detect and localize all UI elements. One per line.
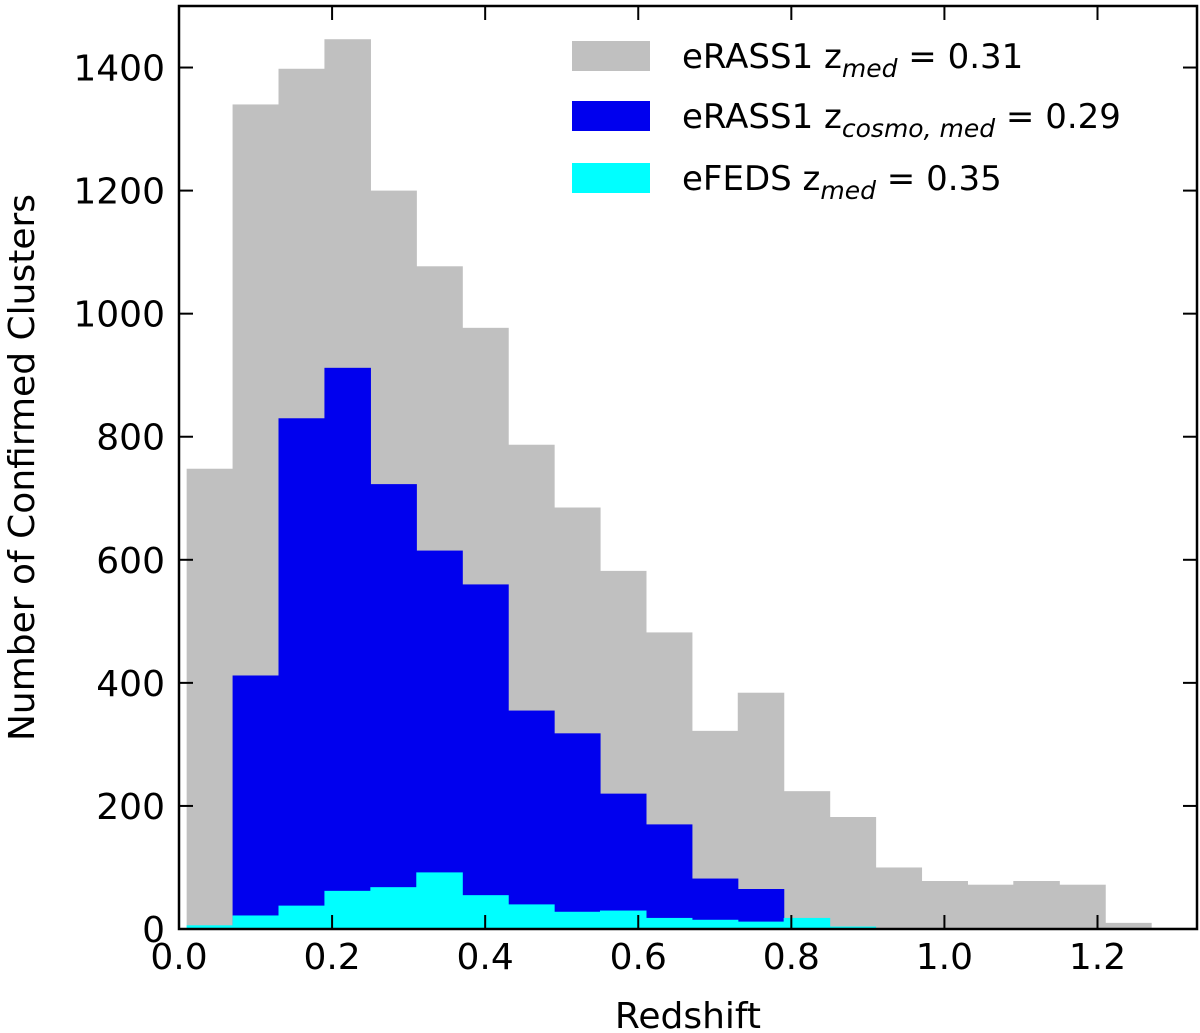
y-tick-label: 1400 <box>73 49 165 90</box>
legend-swatch <box>572 41 650 71</box>
bar <box>370 887 417 929</box>
bar <box>599 793 647 929</box>
y-tick-label: 200 <box>96 787 165 828</box>
y-tick-label: 800 <box>96 418 165 459</box>
bar <box>508 904 555 929</box>
bar <box>186 925 234 929</box>
legend-entry: eRASS1 zmed = 0.31 <box>572 37 1023 83</box>
legend-label: eFEDS zmed = 0.35 <box>682 159 1002 205</box>
y-tick-label: 0 <box>142 910 165 951</box>
bar <box>278 905 326 929</box>
bar <box>1013 881 1060 929</box>
y-axis-label: Number of Confirmed Clusters <box>2 194 43 741</box>
ticks-layer: 0.0 0.2 0.4 0.6 0.8 1.0 1.2 0 200 400 600 800 1000 12… <box>73 6 1197 978</box>
bar <box>232 675 280 929</box>
bar <box>875 867 923 929</box>
bar <box>691 919 739 929</box>
bar <box>1059 884 1106 929</box>
bar <box>737 921 785 929</box>
x-axis-label: Redshift <box>615 996 761 1033</box>
x-tick-label: 0.4 <box>457 937 514 978</box>
series-erass1-cosmo <box>232 367 785 929</box>
legend-swatch <box>572 163 650 193</box>
bar <box>599 910 647 929</box>
bar <box>416 550 463 929</box>
bar <box>783 791 831 929</box>
bar <box>416 872 463 929</box>
legend: eRASS1 zmed = 0.31 eRASS1 zcosmo, med = 0… <box>572 37 1121 205</box>
legend-label: eRASS1 zcosmo, med = 0.29 <box>682 97 1121 143</box>
plot-frame <box>177 4 1199 931</box>
bar <box>508 710 555 929</box>
series-efeds <box>186 872 877 929</box>
bar <box>645 917 693 929</box>
bar <box>554 911 601 929</box>
x-tick-label: 1.0 <box>916 937 973 978</box>
bar <box>324 367 371 929</box>
bar <box>232 915 280 929</box>
bars-layer <box>186 39 1198 930</box>
legend-swatch <box>572 101 650 131</box>
x-tick-label: 1.2 <box>1069 937 1126 978</box>
x-tick-label: 0.6 <box>610 937 667 978</box>
legend-entry: eRASS1 zcosmo, med = 0.29 <box>572 97 1121 143</box>
x-tick-label: 0.0 <box>150 937 207 978</box>
bar <box>370 484 417 929</box>
x-tick-label: 0.2 <box>303 937 360 978</box>
bar <box>554 733 601 929</box>
y-tick-label: 600 <box>96 541 165 582</box>
legend-entry: eFEDS zmed = 0.35 <box>572 159 1002 205</box>
y-tick-label: 1000 <box>73 295 165 336</box>
bar <box>1105 922 1152 929</box>
bar <box>645 824 693 929</box>
bar <box>278 418 326 929</box>
bar <box>783 917 831 929</box>
y-tick-label: 1200 <box>73 172 165 213</box>
bar <box>462 584 509 929</box>
x-tick-label: 0.8 <box>763 937 820 978</box>
y-tick-label: 400 <box>96 664 165 705</box>
bar <box>186 468 234 929</box>
bar <box>829 817 877 929</box>
legend-label: eRASS1 zmed = 0.31 <box>682 37 1023 83</box>
bar <box>967 884 1014 929</box>
